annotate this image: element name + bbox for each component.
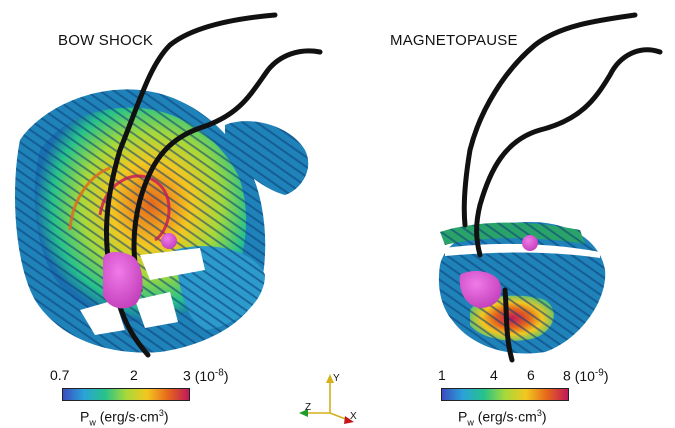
bow-shock-title: BOW SHOCK: [58, 32, 154, 49]
magnetopause-colorbar-label: Pw (erg/s·cm3): [458, 408, 547, 428]
bow-shock-body: [103, 233, 177, 309]
bow-shock-exponent-power: -8: [214, 367, 224, 378]
bow-shock-tick-2: 3 (10-8): [183, 367, 229, 384]
magnetopause-tick-2: 6: [527, 367, 535, 383]
bow-shock-colorbar-gradient: [62, 388, 190, 401]
bow-shock-tick-1: 2: [130, 367, 138, 383]
magnetopause-field-lines: [461, 12, 663, 363]
bow-shock-colorbar-label: Pw (erg/s·cm3): [80, 408, 169, 428]
magnetopause-tick-1: 4: [490, 367, 498, 383]
magnetopause-body: [459, 235, 538, 308]
axis-y-label: Y: [333, 373, 340, 384]
axis-z-label: Z: [305, 402, 312, 413]
magnetopause-tick-3: 8 (10-9): [563, 367, 609, 384]
axis-x-label: X: [350, 411, 357, 422]
magnetopause-exponent-base: (10: [574, 367, 595, 384]
magnetopause-tick-3-value: 8: [563, 367, 571, 384]
magnetopause-colorbar-gradient: [441, 388, 569, 401]
magnetopause-exponent: (10-9): [574, 367, 609, 384]
magnetopause-title: MAGNETOPAUSE: [390, 32, 518, 49]
magnetopause-tick-0: 1: [438, 367, 446, 383]
magnetopause-exponent-power: -9: [594, 367, 604, 378]
bow-shock-exponent: (10-8): [194, 367, 229, 384]
bow-shock-tick-2-value: 3: [183, 367, 191, 384]
bow-shock-tick-0: 0.7: [50, 367, 70, 383]
bow-shock-exponent-base: (10: [194, 367, 215, 384]
bow-shock-surface: [15, 89, 309, 353]
axes-triad: [299, 374, 354, 424]
